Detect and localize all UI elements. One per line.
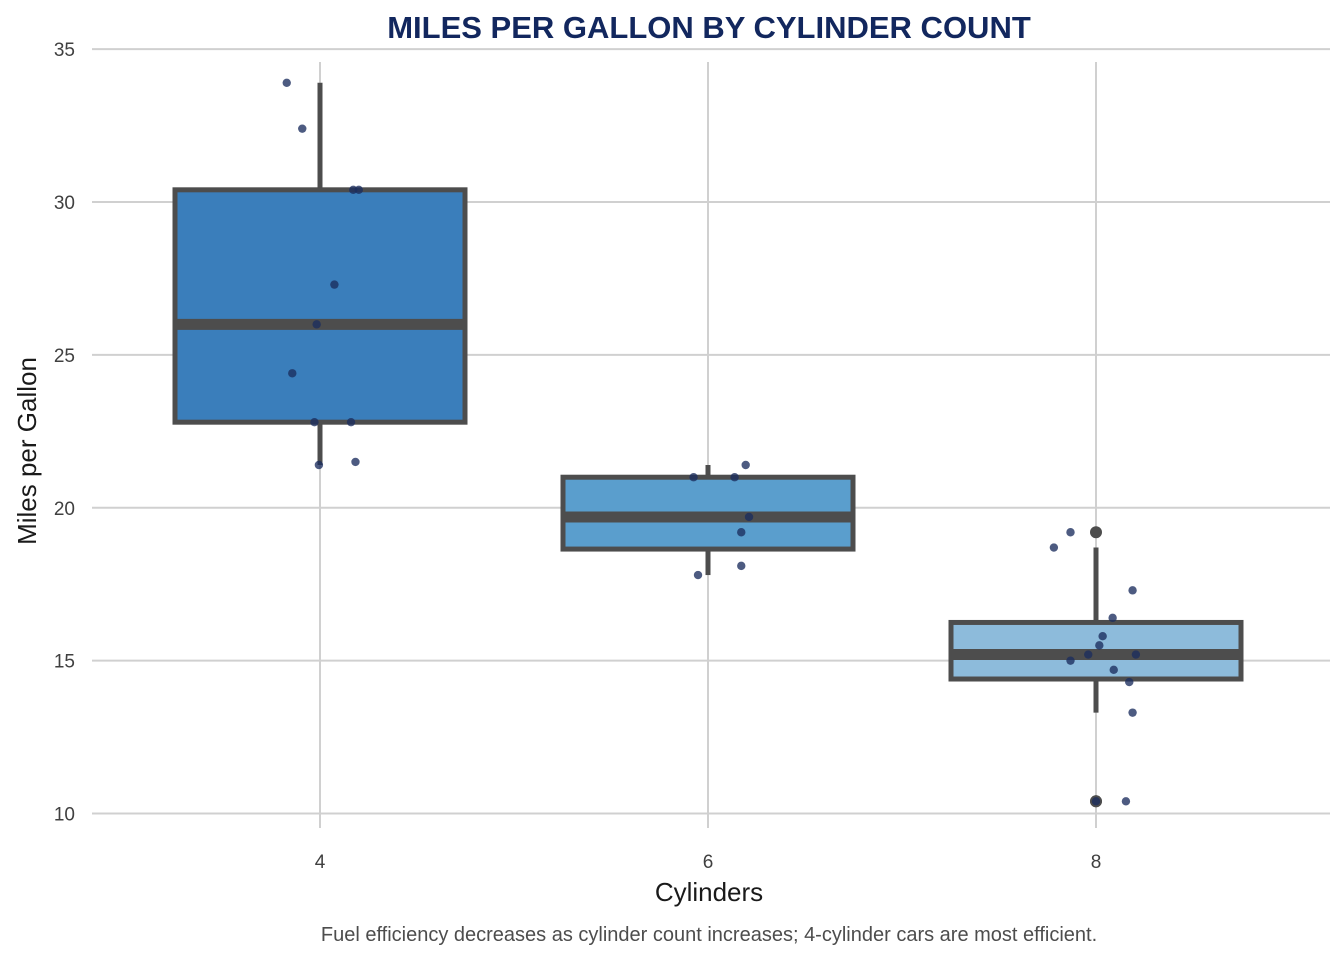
box-4: [172, 187, 468, 425]
data-point-4-8: [346, 417, 356, 427]
data-point-8-7: [1131, 650, 1141, 659]
data-point-8-13: [1121, 797, 1131, 806]
jittered-points: [282, 78, 1141, 806]
data-point-8-3: [1108, 613, 1117, 623]
data-point-8-12: [1091, 797, 1101, 806]
data-point-8-1: [1049, 543, 1059, 552]
y-tick-label-20: 20: [54, 499, 75, 520]
data-point-6-1: [689, 473, 698, 482]
data-point-4-0: [282, 78, 291, 88]
data-point-6-4: [737, 528, 746, 537]
data-point-8-11: [1128, 708, 1137, 717]
data-point-8-0: [1066, 528, 1075, 537]
data-point-6-2: [730, 473, 739, 482]
data-point-4-4: [330, 280, 339, 289]
x-axis-title: Cylinders: [655, 877, 763, 907]
y-tick-label-30: 30: [54, 193, 75, 214]
data-point-8-9: [1109, 665, 1118, 675]
y-tick-label-15: 15: [54, 652, 75, 673]
data-point-6-3: [744, 512, 754, 522]
gridlines: [92, 48, 1330, 828]
data-point-4-7: [310, 417, 319, 427]
data-point-6-0: [741, 460, 750, 470]
data-point-8-2: [1128, 586, 1137, 595]
data-point-4-1: [298, 124, 307, 133]
chart-caption: Fuel efficiency decreases as cylinder co…: [321, 924, 1097, 946]
chart-title: MILES PER GALLON BY CYLINDER COUNT: [387, 10, 1031, 45]
data-point-4-3: [354, 185, 363, 195]
y-tick-label-25: 25: [54, 346, 75, 367]
y-tick-label-35: 35: [54, 40, 75, 61]
x-tick-label-6: 6: [703, 852, 714, 873]
data-point-6-5: [693, 570, 703, 580]
data-point-4-5: [312, 320, 321, 329]
tick-labels: 10 15 20 25 30 35 4 6 8: [54, 40, 1101, 873]
x-tick-label-8: 8: [1091, 852, 1102, 873]
data-point-4-10: [351, 457, 360, 467]
y-axis-title: Miles per Gallon: [12, 357, 42, 545]
data-point-8-10: [1125, 677, 1134, 687]
data-point-8-5: [1095, 641, 1104, 650]
data-point-8-4: [1098, 632, 1107, 641]
data-point-8-8: [1066, 656, 1075, 665]
data-point-4-6: [288, 369, 297, 378]
outlier-8-2: [1090, 526, 1102, 539]
y-tick-label-10: 10: [54, 805, 75, 826]
data-point-8-6: [1084, 650, 1093, 659]
data-point-6-6: [737, 561, 746, 571]
x-tick-label-4: 4: [315, 852, 326, 873]
boxes: [172, 82, 1244, 808]
data-point-4-9: [314, 460, 324, 470]
